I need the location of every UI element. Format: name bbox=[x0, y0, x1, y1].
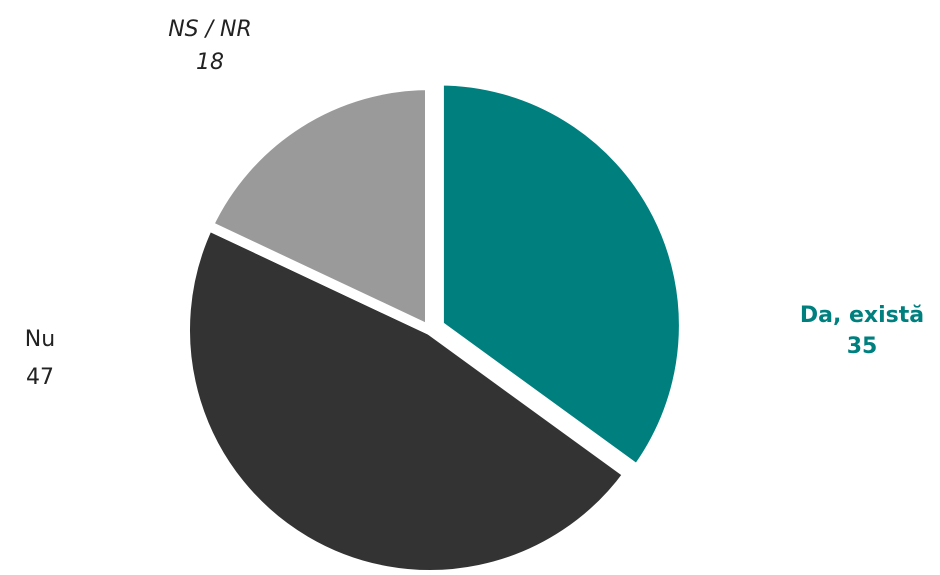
labels-layer: Da, există 35 Nu 47 NS / NR 18 bbox=[25, 17, 924, 390]
slice-label-group-2: Nu 47 bbox=[25, 327, 55, 390]
slice-value-2: 47 bbox=[26, 365, 54, 390]
slice-label-3: NS / NR bbox=[168, 17, 252, 42]
slice-label-1: Da, există bbox=[800, 303, 924, 328]
slice-value-1: 35 bbox=[847, 334, 878, 359]
slice-value-3: 18 bbox=[196, 50, 224, 75]
slice-label-group-3: NS / NR 18 bbox=[168, 17, 252, 75]
pie-slice-1 bbox=[433, 75, 689, 477]
pie-slice-3 bbox=[201, 79, 435, 338]
slices-layer bbox=[180, 75, 689, 575]
slice-label-group-1: Da, există 35 bbox=[800, 303, 924, 359]
slice-label-2: Nu bbox=[25, 327, 55, 352]
pie-slice-2 bbox=[180, 219, 636, 575]
